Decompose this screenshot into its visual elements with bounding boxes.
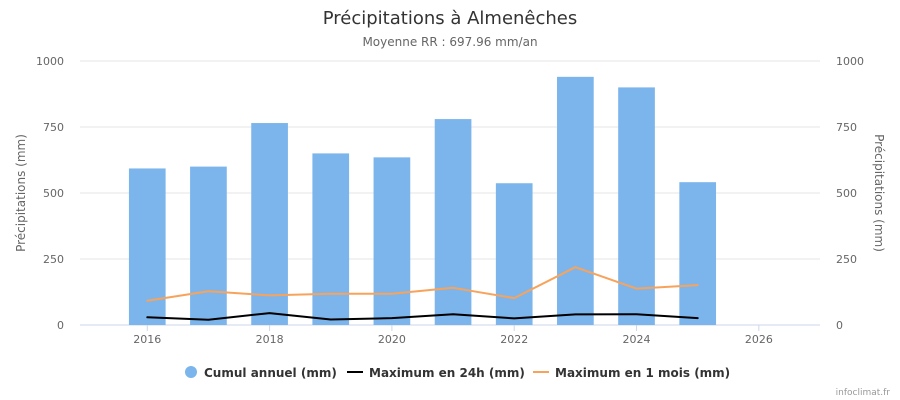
line-series-1 [146,312,699,321]
y-tick-right-1: 250 [836,253,857,266]
legend-label-2: Maximum en 1 mois (mm) [555,366,730,380]
x-axis: 2016 2018 2020 2022 2024 2026 [133,325,773,346]
x-tick-2: 2020 [378,333,406,346]
x-tick-5: 2026 [745,333,773,346]
legend[interactable]: Cumul annuel (mm) Maximum en 24h (mm) Maxi… [185,366,730,380]
legend-item-2[interactable]: Maximum en 1 mois (mm) [533,366,730,380]
x-tick-4: 2024 [623,333,651,346]
bar-2017 [190,166,227,325]
y-tick-right-4: 1000 [836,55,864,68]
chart-subtitle: Moyenne RR : 697.96 mm/an [362,35,537,49]
y-axis-left: 0 250 500 750 1000 [36,55,64,332]
x-tick-0: 2016 [133,333,161,346]
bar-2019 [312,153,350,325]
legend-label-0: Cumul annuel (mm) [204,366,337,380]
y-tick-left-1: 250 [43,253,64,266]
bar-2021 [434,119,472,325]
y-tick-right-3: 750 [836,121,857,134]
legend-item-0[interactable]: Cumul annuel (mm) [185,366,337,380]
bar-series [128,76,717,326]
line-series [146,266,699,321]
bar-2025 [679,182,717,325]
y-axis-left-title: Précipitations (mm) [14,134,28,252]
y-axis-right-title: Précipitations (mm) [872,134,886,252]
y-tick-left-4: 1000 [36,55,64,68]
y-tick-right-2: 500 [836,187,857,200]
bar-2024 [618,87,655,326]
legend-item-1[interactable]: Maximum en 24h (mm) [347,366,525,380]
legend-label-1: Maximum en 24h (mm) [369,366,525,380]
y-tick-left-0: 0 [57,319,64,332]
y-tick-left-2: 500 [43,187,64,200]
legend-symbol-0 [185,366,197,378]
bar-2023 [557,76,594,325]
y-tick-left-3: 750 [43,121,64,134]
bar-2018 [251,123,288,325]
line-series-2 [146,266,699,302]
y-tick-right-0: 0 [836,319,843,332]
y-axis-right: 0 250 500 750 1000 [836,55,864,332]
chart-title: Précipitations à Almenêches [323,8,578,29]
bar-2020 [373,157,411,325]
credit-text[interactable]: infoclimat.fr [836,388,891,398]
bar-2022 [495,183,533,325]
x-tick-1: 2018 [256,333,284,346]
x-tick-3: 2022 [500,333,528,346]
